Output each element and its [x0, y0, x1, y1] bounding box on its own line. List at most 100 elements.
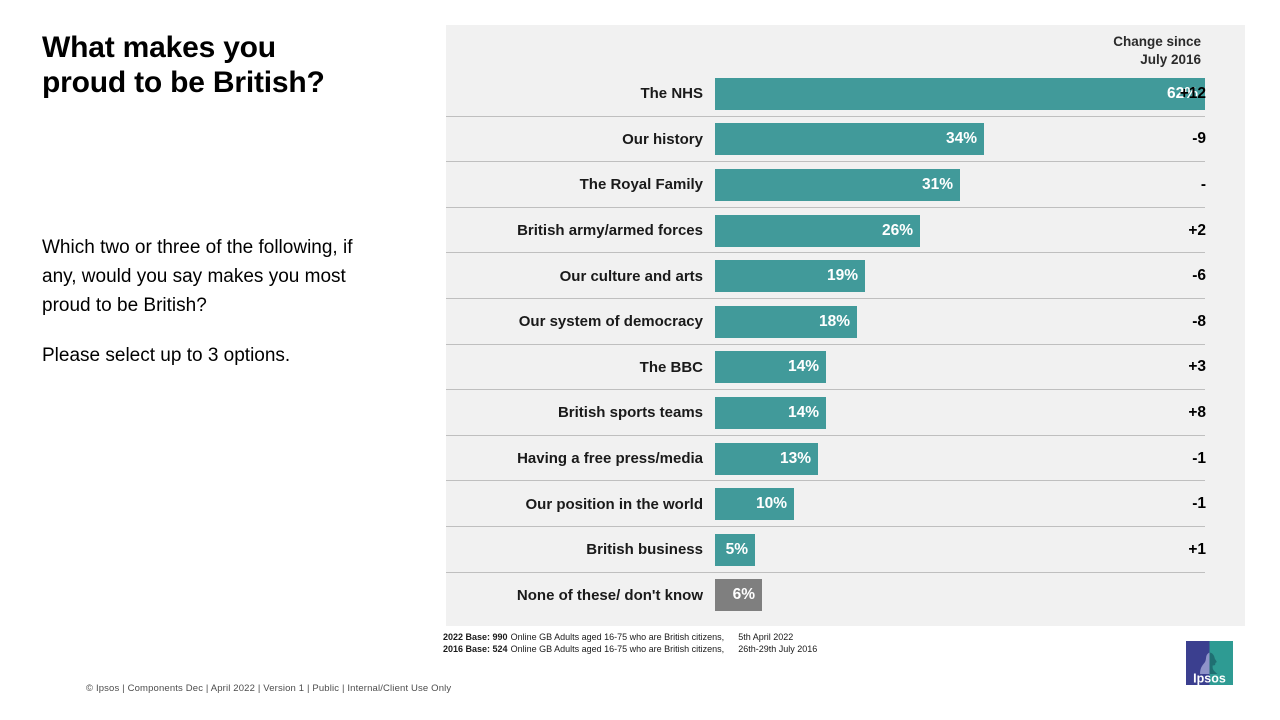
row-gridline — [446, 571, 1205, 573]
bar: 14% — [715, 351, 826, 384]
change-value: +3 — [1188, 358, 1206, 376]
category-label: British sports teams — [557, 404, 703, 422]
bar-container: 14% — [715, 345, 826, 391]
category-label: British business — [586, 541, 703, 559]
row-gridline — [446, 343, 1205, 345]
chart-panel: Change since July 2016 The NHS 62% +12 Our … — [446, 25, 1245, 626]
bar: 19% — [715, 260, 865, 293]
change-since-header: Change since July 2016 — [1113, 34, 1201, 67]
table-row: Our culture and arts 19% -6 — [446, 253, 1245, 299]
table-row: Our system of democracy 18% -8 — [446, 299, 1245, 345]
row-gridline — [446, 525, 1205, 527]
copyright-line: © Ipsos | Components Dec | April 2022 | … — [86, 683, 452, 694]
category-label: Having a free press/media — [517, 450, 703, 468]
change-value: -8 — [1192, 312, 1206, 330]
bar-value-label: 26% — [881, 221, 913, 239]
base-note-description: Online GB Adults aged 16-75 who are Brit… — [510, 644, 725, 655]
bar-container: 10% — [715, 481, 794, 527]
bar-value-label: 14% — [787, 358, 819, 376]
ipsos-logo: Ipsos — [1186, 641, 1233, 686]
table-row: The NHS 62% +12 — [446, 71, 1245, 117]
row-gridline — [446, 161, 1205, 163]
bar-container: 34% — [715, 117, 984, 163]
change-value: +12 — [1179, 84, 1206, 102]
change-value: +1 — [1188, 540, 1206, 558]
row-gridline — [446, 297, 1205, 299]
bar: 6% — [715, 579, 762, 612]
bar: 13% — [715, 442, 818, 475]
bar: 14% — [715, 396, 826, 429]
change-value: - — [1200, 175, 1206, 193]
base-note-date: 5th April 2022 — [738, 632, 794, 642]
base-note-line: 2016 Base: 524 Online GB Adults aged 16-7… — [443, 643, 817, 655]
row-gridline — [446, 206, 1205, 208]
base-note-date: 26th-29th July 2016 — [738, 644, 818, 655]
bar-value-label: 10% — [755, 495, 787, 513]
category-label: British army/armed forces — [517, 222, 703, 240]
base-note-label: 2022 Base: 990 — [443, 632, 508, 642]
bar-container: 19% — [715, 253, 865, 299]
change-value: -1 — [1192, 495, 1206, 513]
question-text: Which two or three of the following, if … — [42, 237, 353, 316]
bar-value-label: 6% — [732, 586, 755, 604]
table-row: None of these/ don't know 6% — [446, 573, 1245, 619]
bar: 34% — [715, 123, 984, 156]
table-row: British sports teams 14% +8 — [446, 390, 1245, 436]
bar: 26% — [715, 214, 920, 247]
change-value: +8 — [1188, 403, 1206, 421]
row-gridline — [446, 434, 1205, 436]
question-note: Please select up to 3 options. — [42, 344, 291, 366]
bar-value-label: 31% — [921, 175, 953, 193]
page-title: What makes you proud to be British? — [42, 31, 325, 100]
left-panel: What makes you proud to be British? — [42, 30, 422, 100]
bar-container: 26% — [715, 208, 920, 254]
category-label: Our system of democracy — [518, 313, 703, 331]
category-label: None of these/ don't know — [516, 586, 703, 604]
bar-container: 62% — [715, 71, 1205, 117]
bar-value-label: 34% — [945, 130, 977, 148]
base-notes: 2022 Base: 990 Online GB Adults aged 16-7… — [443, 631, 817, 656]
bar: 10% — [715, 488, 794, 521]
row-gridline — [446, 389, 1205, 391]
category-label: Our culture and arts — [559, 267, 703, 285]
table-row: The Royal Family 31% - — [446, 162, 1245, 208]
bar: 5% — [715, 533, 755, 566]
base-note-line: 2022 Base: 990 Online GB Adults aged 16-7… — [443, 631, 817, 643]
bar-container: 14% — [715, 390, 826, 436]
category-label: Our history — [622, 130, 703, 148]
table-row: Our position in the world 10% -1 — [446, 481, 1245, 527]
bar-container: 6% — [715, 573, 762, 619]
bar-container: 31% — [715, 162, 960, 208]
svg-text:Ipsos: Ipsos — [1193, 672, 1226, 686]
bar-value-label: 19% — [826, 267, 858, 285]
row-gridline — [446, 480, 1205, 482]
table-row: Our history 34% -9 — [446, 117, 1245, 163]
bar-container: 5% — [715, 527, 755, 573]
bar-value-label: 5% — [725, 540, 748, 558]
bar-value-label: 18% — [818, 312, 850, 330]
category-label: The BBC — [639, 358, 703, 376]
question-block: Which two or three of the following, if … — [42, 234, 387, 371]
bar: 62% — [715, 77, 1205, 110]
change-value — [1136, 573, 1206, 619]
bar: 31% — [715, 168, 960, 201]
bar: 18% — [715, 305, 857, 338]
change-value: -9 — [1192, 130, 1206, 148]
category-label: Our position in the world — [525, 495, 704, 513]
base-note-label: 2016 Base: 524 — [443, 644, 508, 655]
bar-container: 13% — [715, 436, 818, 482]
change-value: +2 — [1188, 221, 1206, 239]
row-gridline — [446, 115, 1205, 117]
category-label: The NHS — [640, 85, 703, 103]
bar-container: 18% — [715, 299, 857, 345]
bar-value-label: 14% — [787, 403, 819, 421]
change-value: -6 — [1192, 267, 1206, 285]
table-row: British business 5% +1 — [446, 527, 1245, 573]
base-note-description: Online GB Adults aged 16-75 who are Brit… — [510, 632, 725, 642]
table-row: The BBC 14% +3 — [446, 345, 1245, 391]
bar-chart-rows: The NHS 62% +12 Our history 34% -9 The Royal F… — [446, 71, 1245, 618]
change-value: -1 — [1192, 449, 1206, 467]
category-label: The Royal Family — [579, 176, 703, 194]
table-row: Having a free press/media 13% -1 — [446, 436, 1245, 482]
table-row: British army/armed forces 26% +2 — [446, 208, 1245, 254]
